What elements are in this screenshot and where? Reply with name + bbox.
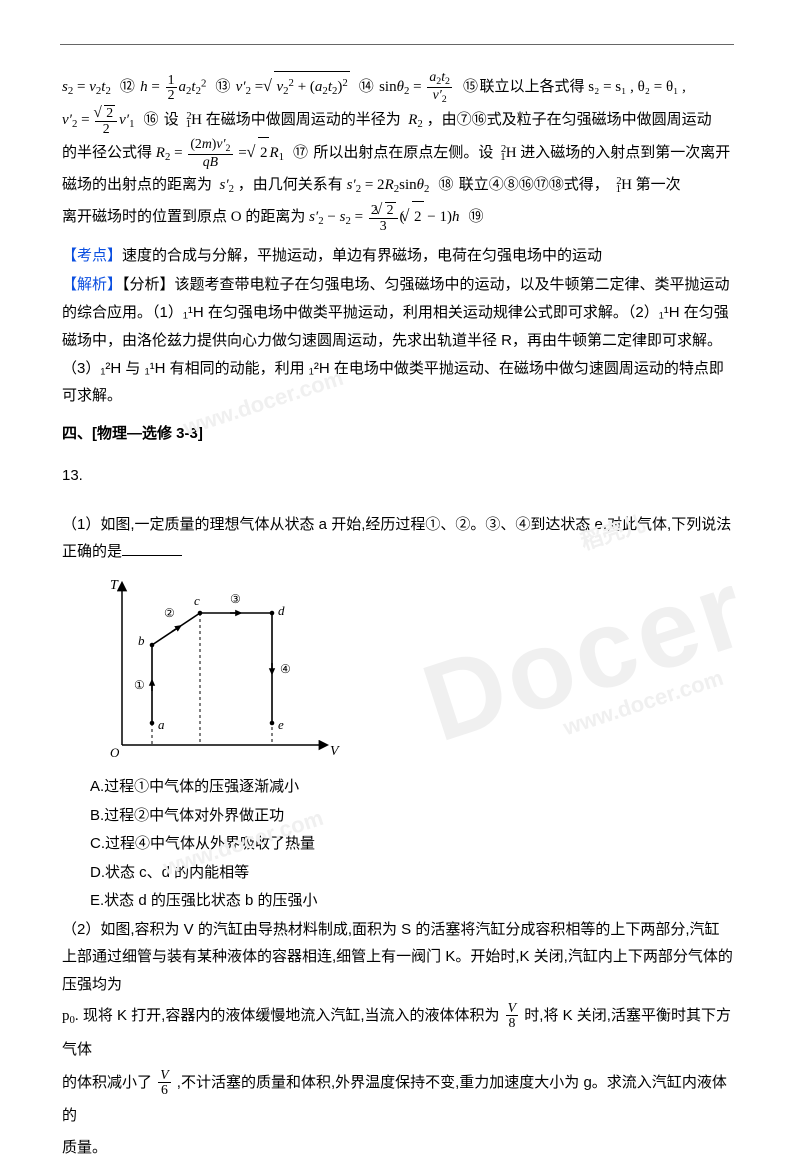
eqnum-15: ⑮: [462, 72, 480, 104]
math-line-1-tail: 联立以上各式得 s₂ = s₁ , θ₂ = θ₁ ,: [480, 79, 686, 95]
text-exitleft: 所以出射点在原点左侧。设: [313, 145, 493, 161]
q13-part2-a: （2）如图,容积为 V 的汽缸由导热材料制成,面积为 S 的活塞将汽缸分成容积相…: [62, 916, 734, 999]
eqnum-16: ⑯: [142, 105, 160, 137]
answer-blank[interactable]: [122, 540, 182, 556]
analysis-text: 该题考查带电粒子在匀强电场、匀强磁场中的运动，以及牛顿第二定律、类平抛运动的综合…: [62, 276, 730, 404]
top-rule: [60, 44, 734, 45]
svg-text:②: ②: [164, 606, 175, 620]
math-line-1: s2 = v2t2 ⑫ h = 12a2t22 ⑬ v′2 = v22 + (a…: [62, 70, 734, 105]
eqnum-19: ⑲: [467, 202, 485, 234]
text-enterfield: 进入磁场的入射点到第一次离开: [520, 145, 730, 161]
opt-c: C.过程④中气体从外界吸收了热量: [90, 830, 734, 859]
q13-part2c-pre: 的体积减小了: [62, 1074, 152, 1091]
eqnum-13: ⑬: [214, 72, 232, 104]
page: www.docer.com Docer 稻壳儿 www.docer.com ww…: [0, 0, 794, 1123]
analysis: 【解析】【分析】该题考查带电粒子在匀强电场、匀强磁场中的运动，以及牛顿第二定律、…: [62, 271, 734, 410]
q13-part2b-mid: 时,将 K 关闭,活塞平衡时其下方气体: [62, 1007, 731, 1058]
svg-text:③: ③: [230, 592, 241, 606]
svg-text:O: O: [110, 745, 120, 760]
opt-e: E.状态 d 的压强比状态 b 的压强小: [90, 887, 734, 916]
svg-text:④: ④: [280, 662, 291, 676]
svg-text:d: d: [278, 603, 285, 618]
svg-text:V: V: [330, 744, 340, 759]
q13-part2-c: 的体积减小了 V6 ,不计活塞的质量和体积,外界温度保持不变,重力加速度大小为 …: [62, 1066, 734, 1132]
exam-point: 【考点】速度的合成与分解，平抛运动，单边有界磁场，电荷在匀强电场中的运动: [62, 240, 734, 272]
eqnum-17: ⑰: [292, 138, 310, 170]
svg-text:①: ①: [134, 678, 145, 692]
eqnum-12: ⑫: [118, 72, 136, 104]
exam-point-text: 速度的合成与分解，平抛运动，单边有界磁场，电荷在匀强电场中的运动: [122, 247, 602, 264]
math-line-5: 离开磁场时的位置到原点 O 的距离为 s′2 − s2 = 223(2 − 1)…: [62, 201, 734, 234]
opt-a: A.过程①中气体的压强逐渐减小: [90, 773, 734, 802]
watermark-url-3: www.docer.com: [557, 655, 730, 750]
math-line-4: 磁场的出射点的距离为 s′2 ，由几何关系有 s′2 = 2R2sinθ2 ⑱ …: [62, 170, 734, 202]
svg-text:T: T: [110, 578, 119, 593]
q13-part2-b: p0. 现将 K 打开,容器内的液体缓慢地流入汽缸,当流入的液体体积为 V8 时…: [62, 999, 734, 1066]
analysis-sublabel: 【分析】: [122, 276, 175, 293]
eqnum-14: ⑭: [357, 72, 375, 104]
text-set: 设: [164, 112, 179, 128]
text-radiusformula: 的半径公式得: [62, 145, 152, 161]
math-line-3: 的半径公式得 R2 = (2m)v′2qB = 2R1 ⑰ 所以出射点在原点左侧…: [62, 137, 734, 170]
text-leavefield: 离开磁场时的位置到原点 O 的距离为: [62, 209, 305, 225]
eqnum-18: ⑱: [437, 170, 455, 202]
tv-diagram: T V O a b c d e ① ② ③ ④: [82, 573, 342, 763]
opt-b: B.过程②中气体对外界做正功: [90, 802, 734, 831]
svg-text:c: c: [194, 593, 200, 608]
opt-d: D.状态 c、d 的内能相等: [90, 859, 734, 888]
math-line-2: v′2 = 22v′1 ⑯ 设 21H 在磁场中做圆周运动的半径为 R2 ，由⑦…: [62, 105, 734, 137]
text-firsttime: 第一次: [636, 177, 681, 193]
analysis-label: 【解析】: [62, 276, 122, 293]
q13-part1: （1）如图,一定质量的理想气体从状态 a 开始,经历过程①、②。③、④到达状态 …: [62, 511, 734, 565]
exam-point-label: 【考点】: [62, 247, 122, 264]
svg-text:b: b: [138, 633, 145, 648]
text-geom: ，由几何关系有: [238, 177, 343, 193]
text-exitdist: 磁场的出射点的距离为: [62, 177, 212, 193]
q13-number: 13.: [62, 460, 734, 492]
text-inmag: 在磁场中做圆周运动的半径为: [206, 112, 401, 128]
section-title: 四、[物理—选修 3-3]: [62, 418, 734, 450]
q13-part2-d: 质量。: [62, 1132, 734, 1163]
svg-text:a: a: [158, 717, 165, 732]
text-by716: ，由⑦⑯式及粒子在匀强磁场中做圆周运动: [427, 112, 712, 128]
svg-text:e: e: [278, 717, 284, 732]
text-combine: 联立④⑧⑯⑰⑱式得，: [459, 177, 609, 193]
